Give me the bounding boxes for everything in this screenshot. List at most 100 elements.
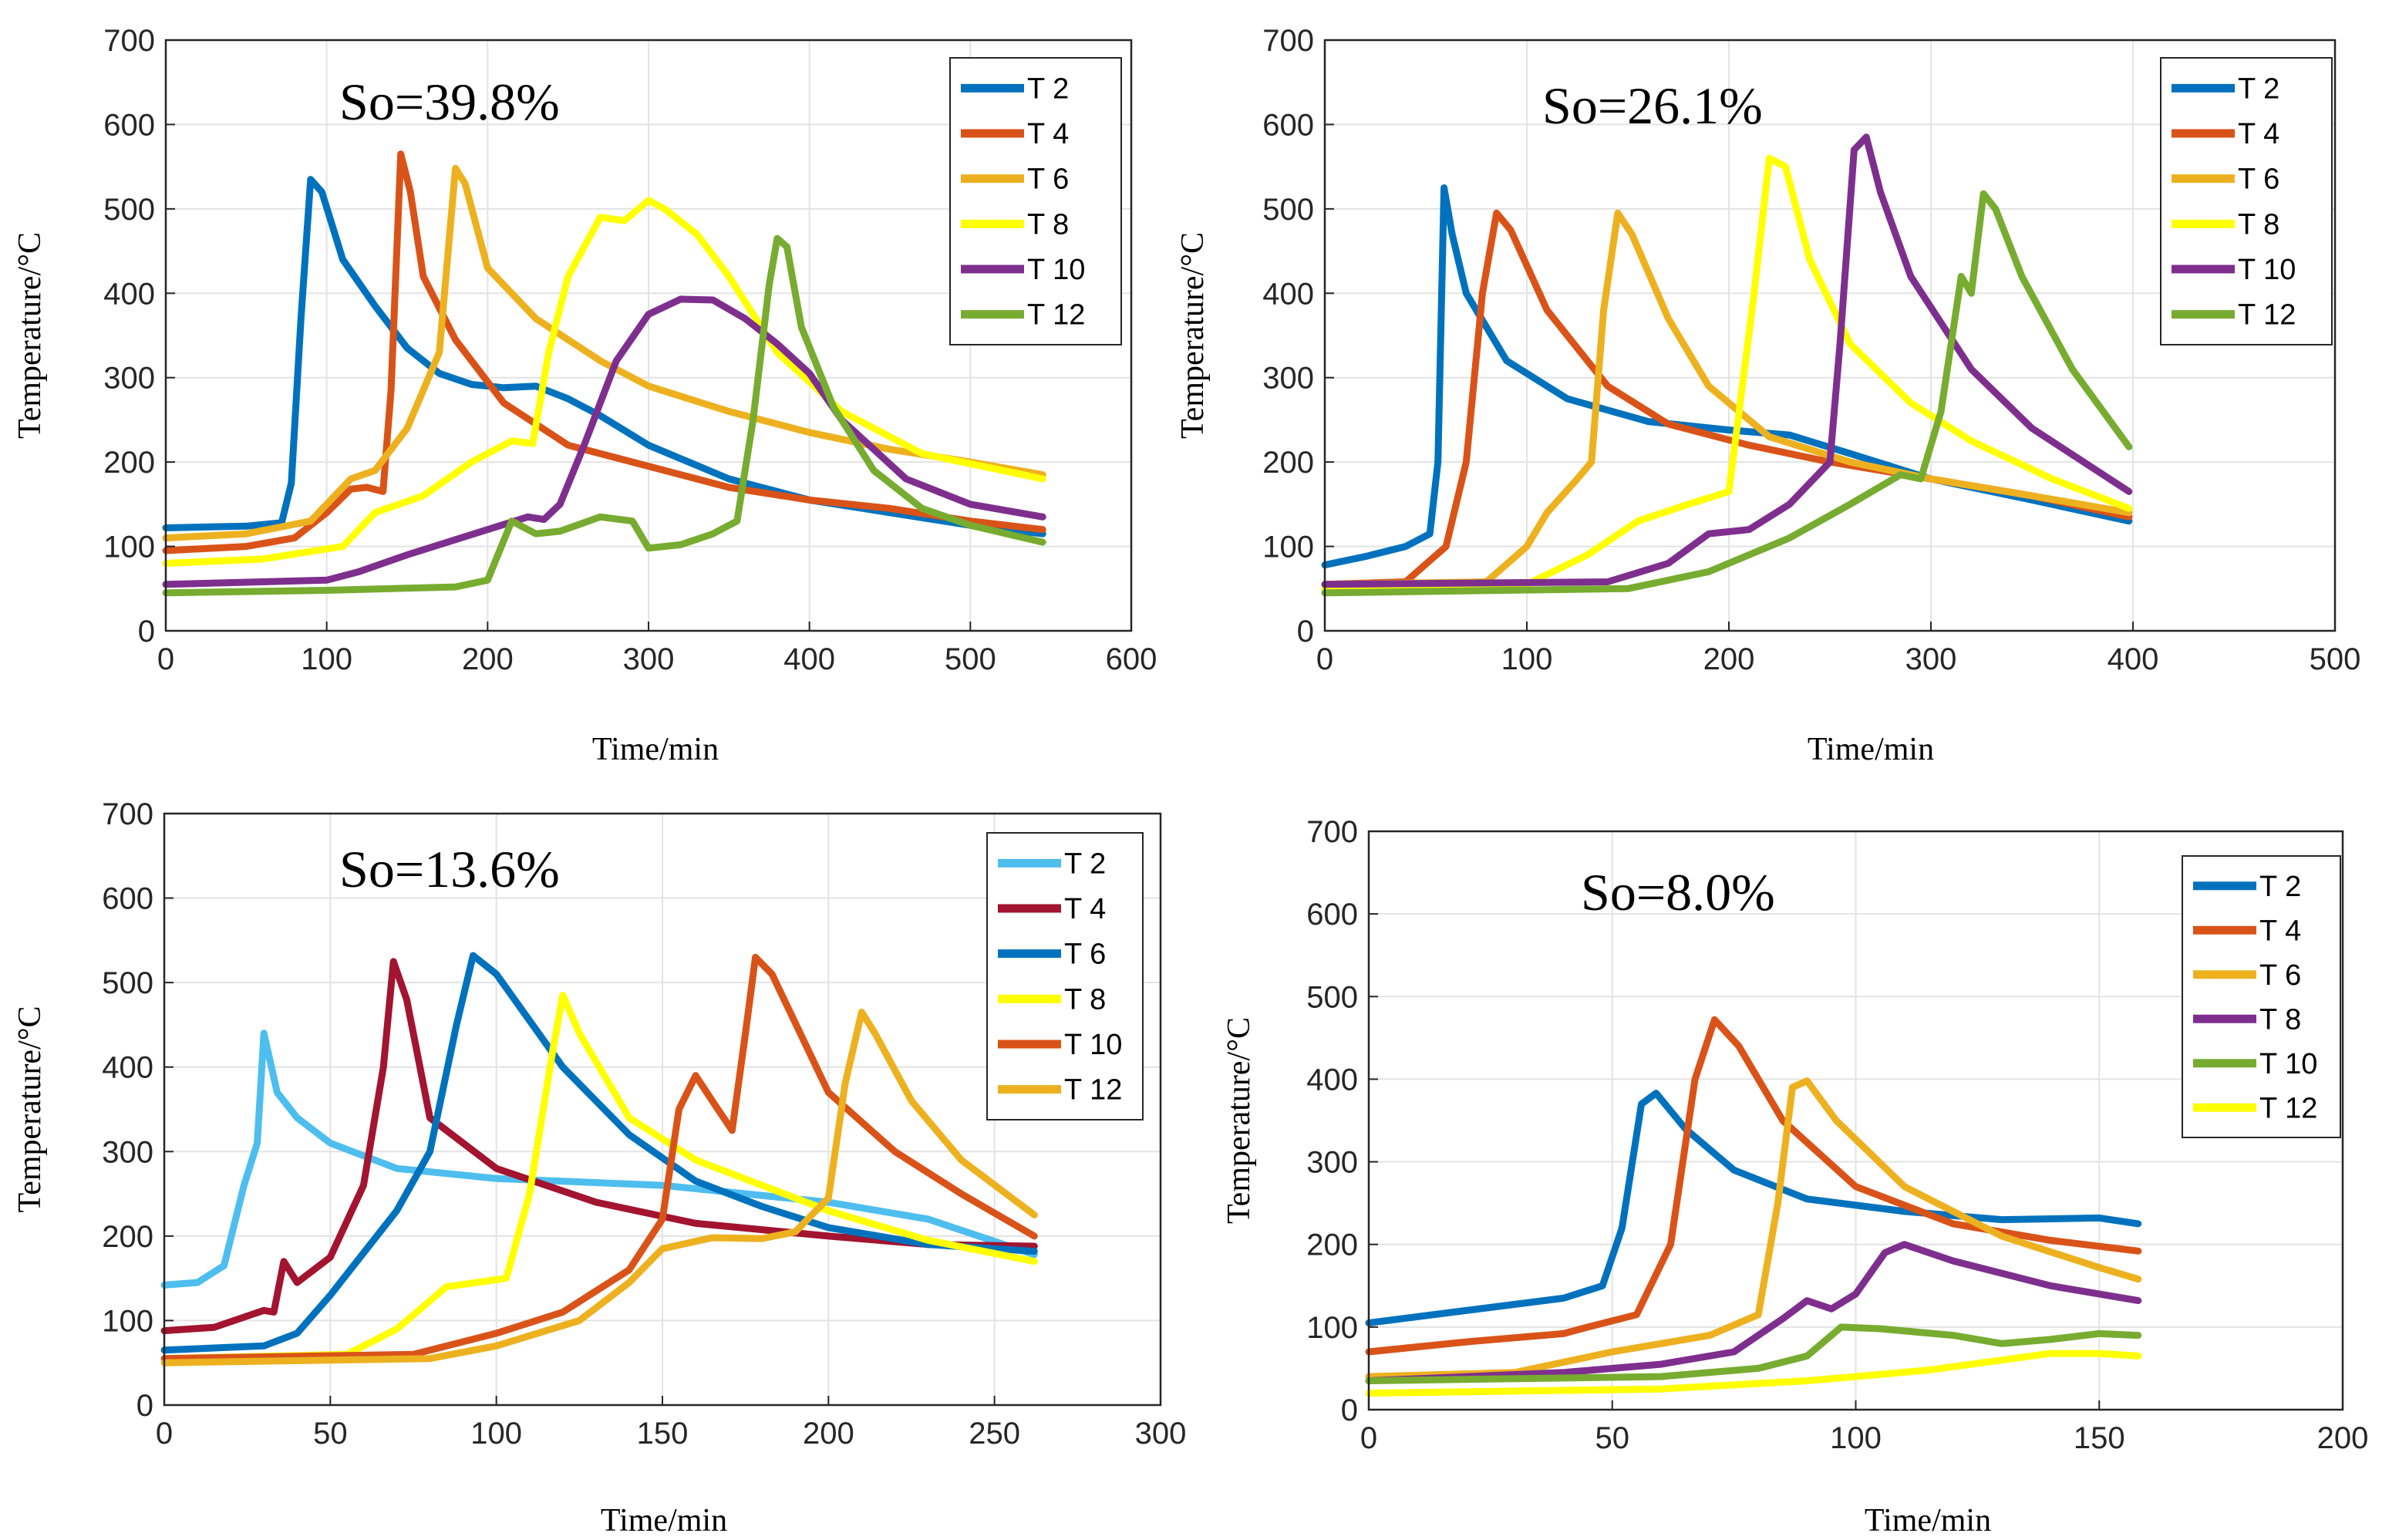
series-line-t8: [1365, 1241, 2142, 1384]
y-axis-label: Temperature/°C: [12, 1006, 48, 1212]
x-tick-label: 100: [1830, 1421, 1882, 1455]
y-tick-label: 700: [103, 24, 155, 58]
legend-label: T 2: [2259, 871, 2301, 903]
series-line-t12: [1321, 190, 2133, 597]
y-tick-label: 200: [103, 446, 155, 480]
x-tick-label: 0: [157, 642, 174, 676]
y-tick-label: 0: [1297, 615, 1314, 649]
x-tick-label: 200: [2317, 1421, 2369, 1455]
x-tick-label: 300: [623, 642, 675, 676]
chart-panel-4: 0 50 100 150 200 0 100 200 300 400 500 600 700 So=8.0…: [1221, 815, 2368, 1538]
y-tick-label: 300: [102, 1135, 153, 1169]
chart-title: So=39.8%: [339, 72, 560, 131]
legend-label: T 4: [1064, 893, 1106, 925]
x-axis-label: Time/min: [1808, 732, 1934, 767]
legend-label: T 2: [1027, 72, 1069, 105]
y-tick-label: 100: [102, 1304, 153, 1338]
legend-box: [949, 57, 1122, 345]
series-line-t2: [162, 176, 1046, 537]
y-tick-label: 200: [1306, 1228, 1358, 1262]
y-tick-label: 600: [102, 882, 153, 916]
y-tick-label: 500: [1262, 193, 1314, 227]
chart-panel-1: 0 100 200 300 400 500 600 0 100 200 300 400 500 600 70…: [12, 24, 1157, 767]
chart-title: So=8.0%: [1581, 863, 1775, 922]
legend-label: T 6: [1027, 163, 1069, 196]
y-tick-label: 0: [136, 1389, 153, 1423]
legend-label: T 6: [2238, 163, 2279, 196]
legend-box: [2160, 57, 2333, 345]
chart-panel-2: 0 100 200 300 400 500 0 100 200 300 400 500 600 700 So…: [1175, 24, 2360, 767]
legend-label: T 2: [1064, 848, 1106, 880]
legend-label: T 8: [1064, 983, 1106, 1016]
series-line-t4: [1365, 1016, 2142, 1356]
series-line-t2: [160, 1029, 1038, 1289]
legend-label: T 10: [1064, 1029, 1122, 1061]
x-axis-label: Time/min: [601, 1503, 727, 1538]
y-tick-label: 100: [1262, 531, 1314, 564]
y-tick-label: 400: [102, 1051, 153, 1085]
legend-label: T 2: [2238, 72, 2279, 105]
y-tick-label: 200: [1262, 446, 1314, 480]
y-tick-label: 700: [1262, 24, 1314, 58]
series-line-t6: [1321, 209, 2133, 588]
series-line-t8: [1321, 154, 2133, 592]
legend-label: T 4: [2259, 915, 2301, 947]
y-tick-label: 400: [1306, 1063, 1358, 1097]
series-line-t6: [1365, 1077, 2142, 1380]
legend-label: T 12: [1064, 1074, 1122, 1107]
legend-label: T 8: [2238, 208, 2279, 241]
y-axis-label: Temperature/°C: [1175, 232, 1211, 439]
series-line-t6: [160, 952, 1038, 1354]
axes-frame: [1323, 39, 2337, 632]
x-tick-label: 150: [637, 1417, 689, 1451]
y-tick-label: 0: [138, 615, 155, 649]
legend: T 2 T 4 T 6 T 8 T 10 T 12: [2182, 855, 2341, 1138]
series-line-t12: [162, 234, 1046, 597]
x-axis-label: Time/min: [592, 732, 719, 767]
y-axis-label: Temperature/°C: [1221, 1017, 1257, 1224]
y-tick-label: 600: [1306, 898, 1358, 932]
y-tick-label: 500: [102, 966, 153, 1000]
chart-title: So=26.1%: [1542, 76, 1763, 135]
x-tick-label: 0: [1316, 642, 1333, 676]
y-tick-label: 400: [1262, 277, 1314, 311]
y-tick-label: 200: [102, 1220, 153, 1254]
x-tick-label: 250: [969, 1417, 1020, 1451]
x-tick-label: 300: [1905, 642, 1957, 676]
chart-title: So=13.6%: [339, 840, 560, 898]
series-line-t12: [1365, 1350, 2142, 1397]
x-tick-label: 500: [2310, 642, 2361, 676]
y-axis-label: Temperature/°C: [12, 232, 48, 439]
x-tick-label: 150: [2074, 1421, 2125, 1455]
x-tick-label: 200: [803, 1417, 854, 1451]
y-tick-label: 400: [103, 277, 155, 311]
legend-label: T 10: [2259, 1048, 2317, 1080]
x-tick-label: 100: [1501, 642, 1553, 676]
x-axis-label: Time/min: [1865, 1503, 1991, 1538]
series-line-t4: [160, 958, 1038, 1335]
legend-label: T 12: [2259, 1092, 2317, 1124]
series-line-t12: [160, 1009, 1038, 1366]
chart-panel-3: 0 50 100 150 200 250 300 0 100 200 300 400 500 600 700…: [12, 797, 1186, 1538]
y-tick-label: 100: [1306, 1311, 1358, 1345]
legend-label: T 10: [1027, 254, 1085, 286]
legend-label: T 8: [1027, 208, 1069, 241]
legend-box: [2182, 855, 2341, 1138]
y-tick-label: 500: [103, 193, 155, 227]
x-tick-label: 200: [462, 642, 514, 676]
legend-label: T 12: [1027, 299, 1085, 332]
legend: T 2 T 4 T 6 T 8 T 10 T 12: [986, 832, 1144, 1120]
y-tick-label: 100: [103, 531, 155, 564]
x-tick-label: 400: [2108, 642, 2159, 676]
series-line-t4: [162, 150, 1046, 554]
legend: T 2 T 4 T 6 T 8 T 10 T 12: [2160, 57, 2333, 345]
series-line-t8: [160, 992, 1038, 1363]
x-tick-label: 50: [1595, 1421, 1630, 1455]
legend-label: T 4: [2238, 118, 2279, 150]
y-tick-label: 300: [1306, 1146, 1358, 1180]
y-tick-label: 300: [103, 362, 155, 396]
y-tick-label: 700: [1306, 815, 1358, 849]
legend-label: T 6: [1064, 938, 1106, 971]
x-tick-label: 300: [1135, 1417, 1187, 1451]
